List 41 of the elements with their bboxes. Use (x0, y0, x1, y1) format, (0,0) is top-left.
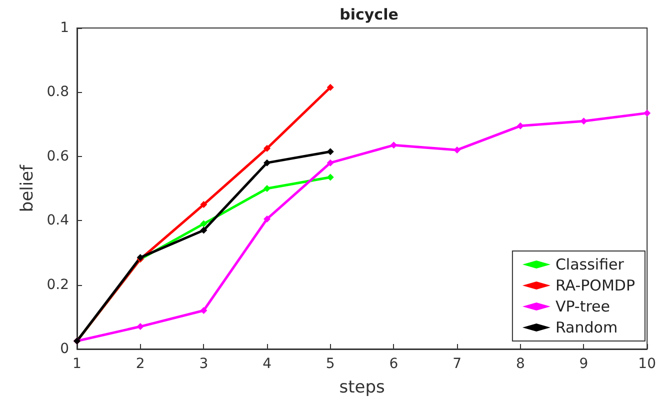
y-tick-label: 0.6 (46, 148, 70, 164)
y-tick-label: 0.8 (46, 84, 69, 100)
point (264, 215, 271, 222)
point (264, 144, 271, 152)
x-tick-label: 3 (199, 356, 208, 372)
point (200, 201, 208, 208)
legend-label: Random (555, 318, 618, 336)
y-tick-label: 1 (60, 20, 69, 36)
x-tick-label: 7 (452, 356, 462, 372)
x-axis-title: steps (339, 378, 385, 398)
y-axis-title: belief (17, 164, 38, 212)
x-tick-label: 1 (72, 356, 82, 372)
x-tick-label: 9 (579, 356, 588, 372)
y-tick-label: 0 (60, 341, 69, 357)
point (326, 84, 334, 91)
x-tick-label: 5 (326, 356, 335, 372)
point (264, 159, 271, 166)
x-tick-label: 8 (516, 356, 525, 372)
x-tick-label: 10 (638, 356, 656, 372)
x-tick-label: 6 (389, 356, 398, 372)
point (326, 174, 334, 181)
point (644, 110, 651, 117)
point (390, 142, 398, 149)
chart-title: bicycle (340, 6, 398, 24)
point (200, 220, 208, 228)
legend-label: RA-POMDP (555, 276, 636, 294)
point (326, 159, 334, 166)
point (516, 122, 524, 130)
point (136, 323, 144, 330)
x-tick-label: 2 (136, 356, 145, 372)
point (200, 226, 208, 234)
point (326, 148, 334, 156)
point (264, 185, 271, 192)
point (200, 306, 208, 314)
legend-label: VP-tree (555, 298, 610, 316)
y-tick-label: 0.4 (46, 212, 70, 229)
point (454, 146, 461, 154)
legend-label: Classifier (555, 256, 625, 274)
point (580, 118, 588, 125)
x-tick-label: 4 (262, 356, 272, 372)
y-tick-label: 0.2 (46, 276, 69, 293)
